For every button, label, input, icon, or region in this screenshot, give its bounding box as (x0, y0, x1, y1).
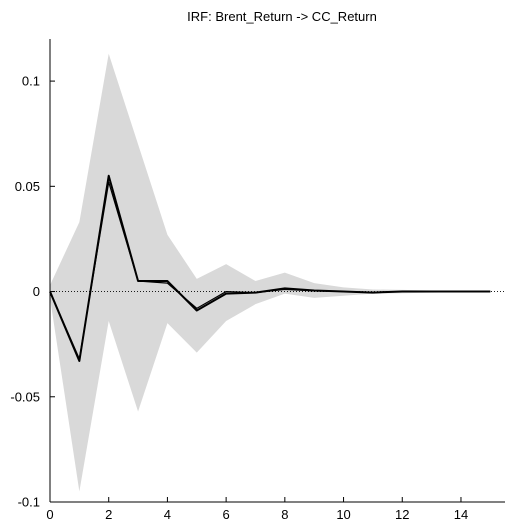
x-axis-ticks: 0 2 4 6 8 10 12 14 (46, 497, 468, 522)
y-tick-label: -0.05 (10, 389, 40, 404)
confidence-band (50, 53, 491, 492)
y-tick-label: 0 (33, 284, 40, 299)
x-tick-label: 2 (105, 507, 112, 522)
x-tick-label: 0 (46, 507, 53, 522)
y-tick-label: 0.05 (15, 179, 40, 194)
x-tick-label: 4 (164, 507, 171, 522)
x-tick-label: 12 (395, 507, 409, 522)
y-tick-label: -0.1 (18, 495, 40, 510)
axes-frame (49, 39, 505, 503)
x-tick-label: 14 (454, 507, 468, 522)
x-tick-label: 10 (336, 507, 350, 522)
x-tick-label: 8 (281, 507, 288, 522)
y-tick-label: 0.1 (22, 74, 40, 89)
y-axis-ticks: -0.1 -0.05 0 0.05 0.1 (10, 74, 55, 510)
x-tick-label: 6 (223, 507, 230, 522)
series-layer (49, 174, 491, 362)
chart-title: IRF: Brent_Return -> CC_Return (187, 9, 377, 24)
confidence-band-layer (50, 53, 491, 492)
response-line-2 (49, 181, 491, 360)
